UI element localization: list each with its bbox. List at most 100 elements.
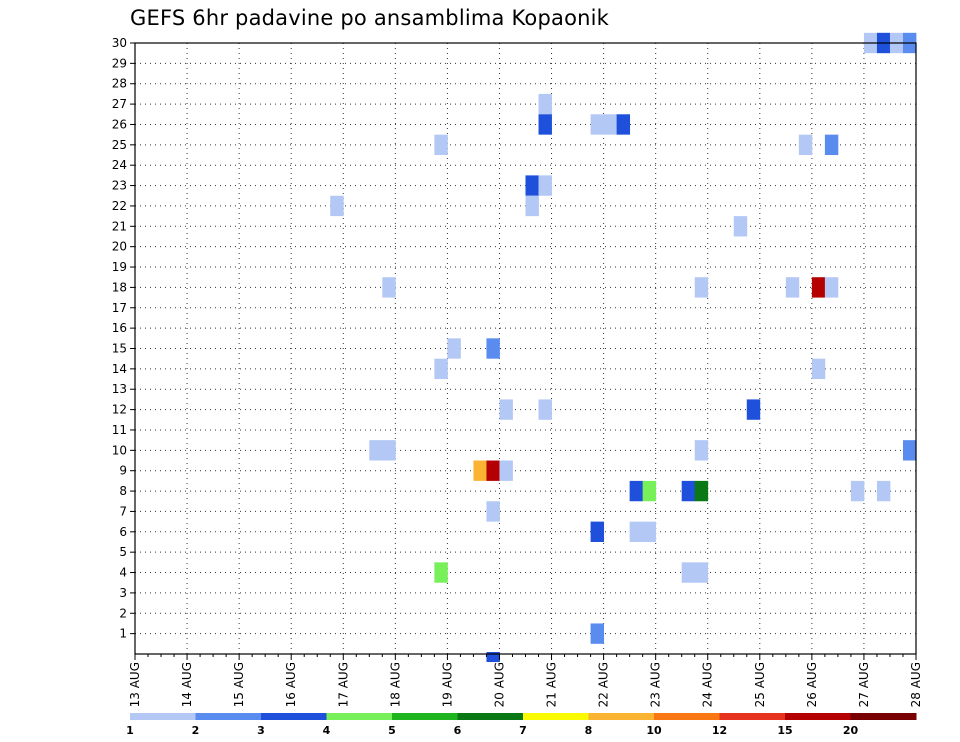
- y-tick-label: 11: [112, 423, 127, 437]
- y-tick-label: 3: [119, 586, 127, 600]
- precip-cell: [824, 134, 839, 156]
- precip-cell: [642, 480, 657, 502]
- y-tick-label: 5: [119, 545, 127, 559]
- legend-swatch: [457, 713, 524, 720]
- precip-cell: [538, 114, 552, 135]
- precip-cell: [694, 562, 709, 583]
- precip-cell: [486, 652, 500, 662]
- legend-label: 12: [712, 724, 727, 737]
- y-tick-label: 26: [112, 117, 127, 131]
- precip-cell: [538, 93, 552, 115]
- y-tick-label: 20: [112, 240, 127, 254]
- legend-swatch: [326, 713, 393, 720]
- x-tick-label: 23 AUG: [649, 662, 663, 707]
- y-tick-label: 22: [112, 199, 127, 213]
- precip-cell: [694, 440, 709, 461]
- y-tick-label: 10: [112, 443, 127, 457]
- precip-cell: [590, 623, 604, 644]
- precip-cell: [603, 114, 618, 135]
- legend-swatch: [850, 713, 917, 720]
- precip-cell: [499, 460, 513, 481]
- precip-cell: [499, 399, 513, 420]
- legend-label: 6: [454, 724, 462, 737]
- precip-cell: [902, 440, 917, 461]
- precip-cell: [369, 440, 383, 461]
- precip-cell: [811, 358, 826, 380]
- precip-cells: [330, 32, 917, 662]
- precip-cell: [694, 277, 709, 298]
- precip-cell: [876, 480, 891, 502]
- precip-cell: [447, 338, 461, 359]
- x-tick-label: 13 AUG: [128, 662, 142, 707]
- x-tick-label: 28 AUG: [909, 662, 923, 707]
- y-tick-label: 6: [119, 525, 127, 539]
- legend-label: 8: [585, 724, 593, 737]
- legend-swatch: [588, 713, 655, 720]
- precip-cell: [434, 134, 448, 156]
- x-tick-label: 16 AUG: [284, 662, 298, 707]
- precip-cell: [382, 277, 396, 298]
- precip-cell: [694, 480, 709, 502]
- legend-swatch: [523, 713, 589, 720]
- precip-cell: [486, 460, 500, 481]
- precip-cell: [473, 460, 487, 481]
- precip-cell: [733, 216, 748, 237]
- chart-title: GEFS 6hr padavine po ansamblima Kopaonik: [130, 6, 610, 30]
- y-tick-label: 2: [119, 606, 127, 620]
- x-tick-label: 15 AUG: [232, 662, 246, 707]
- y-tick-label: 27: [112, 97, 127, 111]
- precip-cell: [681, 480, 696, 502]
- legend-swatch: [654, 713, 720, 720]
- y-tick-label: 23: [112, 179, 127, 193]
- precip-cell: [525, 195, 539, 217]
- precip-cell: [811, 277, 826, 298]
- y-tick-label: 28: [112, 77, 127, 91]
- y-tick-label: 4: [119, 566, 127, 580]
- y-tick-label: 1: [119, 627, 127, 641]
- precip-cell: [629, 480, 644, 502]
- x-tick-label: 24 AUG: [701, 662, 715, 707]
- y-tick-label: 15: [112, 342, 127, 356]
- x-tick-label: 20 AUG: [492, 662, 506, 707]
- legend-label: 10: [646, 724, 662, 737]
- legend-label: 3: [257, 724, 265, 737]
- precip-cell: [629, 521, 644, 542]
- y-tick-label: 19: [112, 260, 127, 274]
- legend-swatch: [130, 713, 196, 720]
- precip-cell: [785, 277, 800, 298]
- precip-cell: [590, 114, 604, 135]
- precip-cell: [681, 562, 696, 583]
- legend-label: 5: [388, 724, 396, 737]
- y-tick-label: 29: [112, 56, 127, 70]
- precip-cell: [798, 134, 813, 156]
- x-tick-label: 14 AUG: [180, 662, 194, 707]
- x-tick-label: 21 AUG: [545, 662, 559, 707]
- y-tick-label: 14: [112, 362, 127, 376]
- y-tick-label: 9: [119, 464, 127, 478]
- legend-swatch: [261, 713, 327, 720]
- legend-label: 1: [126, 724, 134, 737]
- y-tick-label: 30: [112, 36, 127, 50]
- precip-cell: [850, 480, 865, 502]
- x-tick-label: 27 AUG: [857, 662, 871, 707]
- x-tick-label: 25 AUG: [753, 662, 767, 707]
- legend-label: 2: [192, 724, 200, 737]
- precip-cell: [486, 338, 500, 359]
- legend-label: 15: [777, 724, 792, 737]
- y-tick-label: 17: [112, 301, 127, 315]
- precip-cell: [590, 521, 604, 542]
- precip-cell: [330, 195, 344, 217]
- y-tick-label: 18: [112, 280, 127, 294]
- legend-label: 7: [519, 724, 527, 737]
- precip-cell: [746, 399, 761, 420]
- legend-label: 4: [323, 724, 331, 737]
- color-legend: 1 2 3 4 5 6 7 8 10 12 15 20: [126, 713, 917, 737]
- y-tick-label: 8: [119, 484, 127, 498]
- legend-swatch: [719, 713, 786, 720]
- x-tick-label: 22 AUG: [597, 662, 611, 707]
- precip-cell: [538, 399, 552, 420]
- x-tick-label: 26 AUG: [805, 662, 819, 707]
- precip-cell: [824, 277, 839, 298]
- y-tick-label: 25: [112, 138, 127, 152]
- x-tick-label: 18 AUG: [388, 662, 402, 707]
